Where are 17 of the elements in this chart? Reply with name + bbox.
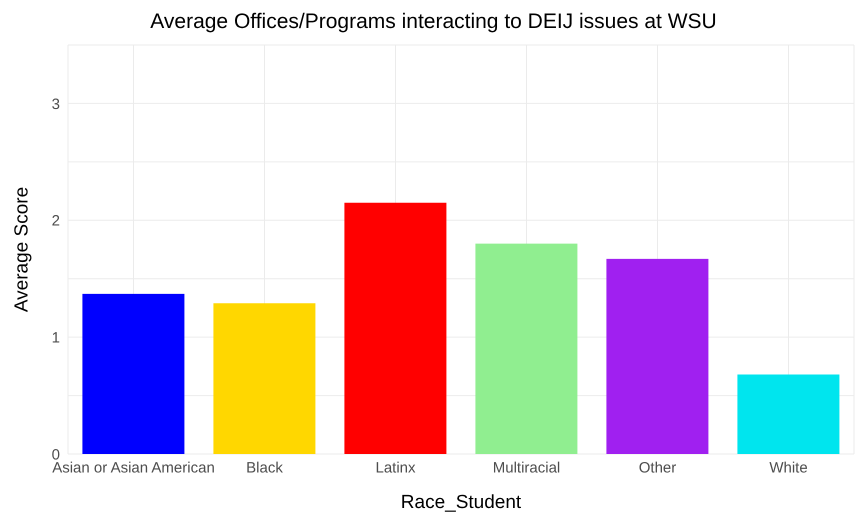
y-tick-label: 1 (52, 329, 60, 346)
y-tick-label: 3 (52, 96, 60, 113)
chart-title: Average Offices/Programs interacting to DEIJ issues at WSU (149, 9, 718, 35)
x-tick-label: Multiracial (492, 460, 560, 477)
x-tick-label: Black (246, 460, 284, 477)
y-tick-label: 2 (52, 212, 60, 230)
bar (213, 303, 316, 454)
x-tick-label: Other (638, 460, 676, 477)
x-axis-title: Race_Student (400, 492, 522, 513)
x-tick-label: Latinx (375, 460, 416, 477)
bar (737, 374, 840, 454)
bar (82, 294, 184, 454)
bar (606, 258, 708, 454)
y-axis-title: Average Score (12, 186, 33, 312)
x-tick-label: White (769, 460, 808, 477)
bar (344, 202, 446, 454)
bar (475, 244, 578, 454)
